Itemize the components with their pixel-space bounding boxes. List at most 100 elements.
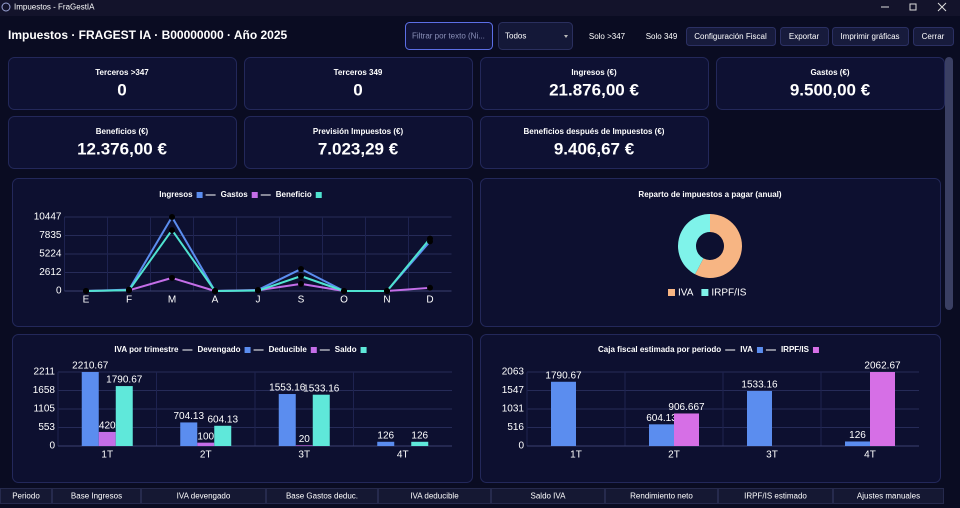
header-button[interactable] (832, 27, 909, 46)
bar-value-label: 126 (849, 430, 866, 441)
kpi-card (244, 116, 473, 169)
point-marker (126, 287, 132, 294)
legend-swatch (812, 347, 819, 353)
legend-label: Saldo (335, 345, 357, 354)
y-tick-label: 2612 (39, 267, 62, 278)
bar-value-label: 1533.16 (303, 383, 340, 394)
legend-swatch (756, 347, 763, 353)
bar (411, 441, 429, 446)
point-marker (298, 280, 304, 287)
legend-label: Deducible (269, 345, 308, 354)
header-button[interactable] (780, 27, 829, 46)
bar (115, 386, 133, 446)
bar-value-label: 420 (99, 421, 116, 432)
point-marker (169, 214, 175, 220)
x-tick-label: A (212, 295, 219, 306)
header-button[interactable] (686, 27, 776, 46)
kpi-card (244, 57, 473, 110)
x-tick-label: 2T (668, 450, 680, 461)
button-label: Exportar (789, 32, 820, 41)
close-window-button[interactable] (937, 2, 947, 12)
y-tick-label: 10447 (34, 212, 62, 223)
legend-swatch (251, 192, 258, 198)
point-marker (298, 273, 304, 280)
chart-title: IVA por trimestre (114, 345, 179, 354)
chart-title: Caja fiscal estimada por periodo (598, 345, 721, 354)
x-tick-label: N (383, 295, 390, 306)
window-title: Impuestos - FraGestIA (14, 3, 95, 12)
point-marker (83, 288, 89, 294)
kpi-card (480, 116, 709, 169)
legend-label: Gastos (221, 190, 249, 199)
table-header-cell (833, 488, 944, 504)
bar-value-label: 2210.67 (72, 361, 109, 372)
button-label: Imprimir gráficas (840, 32, 899, 41)
table-header-label: Base Ingresos (71, 492, 122, 501)
search-input[interactable] (405, 22, 493, 50)
kpi-card (8, 116, 237, 169)
legend-swatch (196, 192, 203, 198)
bar-value-label: 126 (377, 430, 394, 441)
legend-label: IRPF/IS (781, 345, 810, 354)
scrollbar[interactable] (945, 57, 953, 310)
pie-slice (678, 214, 710, 275)
bar-value-label: 1553.16 (269, 383, 306, 394)
button-label: Solo >347 (589, 32, 626, 41)
bar (649, 424, 674, 446)
title-bar (0, 0, 960, 16)
bar (747, 391, 772, 446)
table-header-cell (378, 488, 491, 504)
table-header-label: IVA devengado (177, 492, 231, 501)
button-label: Cerrar (922, 32, 945, 41)
table-header-label: IVA deducible (410, 492, 459, 501)
kpi-label: Terceros 349 (334, 68, 383, 77)
bar-value-label: 906.667 (668, 402, 705, 413)
kpi-value: 0 (353, 80, 362, 99)
x-tick-label: M (168, 295, 176, 306)
bar-value-label: 20 (299, 434, 311, 445)
kpi-value: 12.376,00 € (77, 139, 167, 158)
point-marker (427, 235, 433, 242)
header-button[interactable] (913, 27, 954, 46)
bar (870, 372, 895, 446)
bar (197, 442, 215, 446)
table-header-cell (605, 488, 718, 504)
kpi-card (716, 57, 945, 110)
bar-value-label: 2062.67 (864, 361, 901, 372)
bar-value-label: 1790.67 (545, 370, 582, 381)
point-marker (169, 274, 175, 281)
bar-value-label: 1790.67 (106, 375, 143, 386)
legend-label: IRPF/IS (711, 288, 746, 299)
chart-panel (12, 178, 473, 327)
bar (180, 422, 198, 446)
pie-slice (695, 214, 743, 278)
table-header-cell (266, 488, 378, 504)
filter-select[interactable] (498, 22, 573, 50)
x-tick-label: O (340, 295, 348, 306)
legend-label: Ingresos (159, 190, 193, 199)
x-tick-label: 4T (397, 450, 409, 461)
kpi-label: Terceros >347 (95, 68, 149, 77)
table-header-label: Ajustes manuales (857, 492, 920, 501)
y-tick-label: 1547 (502, 385, 525, 396)
x-tick-label: 3T (766, 450, 778, 461)
bar (312, 394, 330, 446)
chart-panel (480, 178, 941, 327)
table-header-label: Base Gastos deduc. (286, 492, 358, 501)
legend-swatch (310, 347, 317, 353)
chart-title: Reparto de impuestos a pagar (anual) (638, 190, 781, 199)
y-tick-label: 516 (507, 422, 524, 433)
x-tick-label: E (83, 295, 90, 306)
kpi-value: 0 (117, 80, 126, 99)
bar (845, 441, 870, 446)
bar (674, 413, 699, 446)
point-marker (427, 284, 433, 291)
bar (214, 425, 232, 446)
kpi-label: Beneficios después de Impuestos (€) (524, 127, 665, 136)
bar-value-label: 604.13 (207, 414, 238, 425)
point-marker (169, 227, 175, 234)
restore-button[interactable] (909, 3, 917, 11)
page-title: Impuestos · FRAGEST IA · B00000000 · Año… (8, 28, 288, 42)
legend-swatch (701, 289, 709, 296)
